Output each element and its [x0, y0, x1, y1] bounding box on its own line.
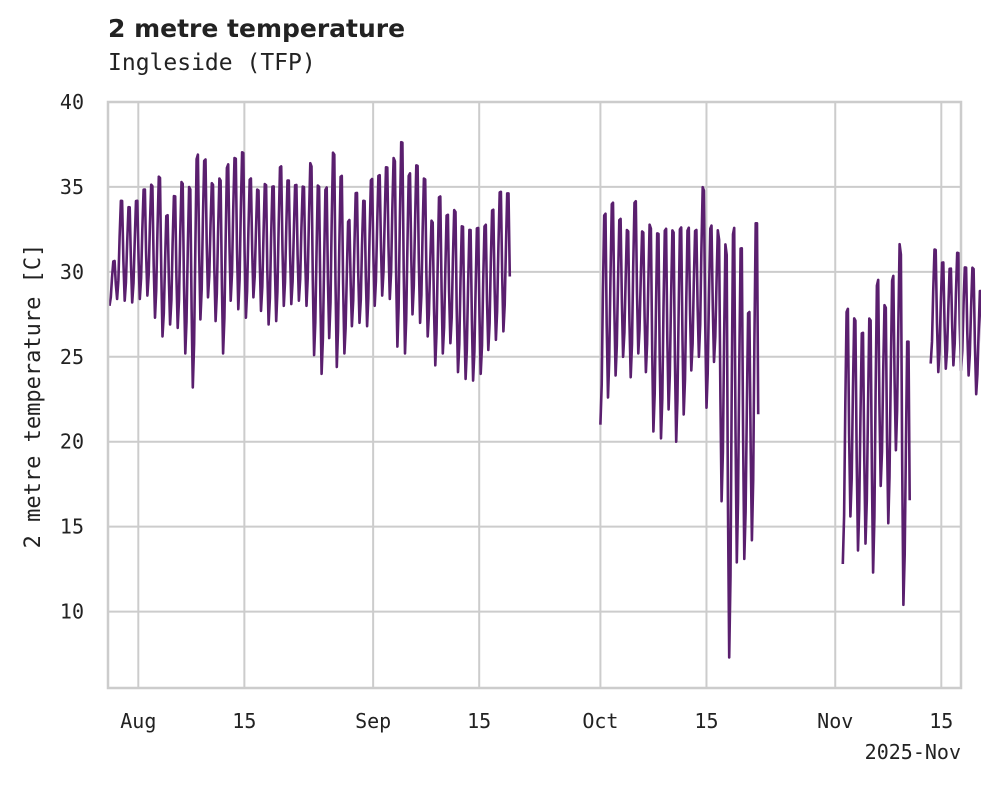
- y-axis-label: 2 metre temperature [C]: [21, 244, 46, 549]
- x-tick-label: 15: [467, 709, 491, 733]
- temperature-line-segment: [599, 185, 760, 659]
- x-tick-label: 15: [929, 709, 953, 733]
- x-tick-label: 15: [232, 709, 256, 733]
- chart-title: 2 metre temperature: [108, 14, 406, 43]
- temperature-line-segment: [108, 140, 512, 389]
- y-tick-label: 25: [60, 345, 84, 369]
- x-tick-label: Oct: [582, 709, 618, 733]
- y-tick-label: 35: [60, 175, 84, 199]
- x-tick-label: 15: [694, 709, 718, 733]
- y-tick-label: 40: [60, 90, 84, 114]
- axis-ticks: 10 15 20 25 30 35 40 Aug 15 Sep 15 Oct 15 Nov 15: [60, 90, 953, 733]
- x-tick-label: Aug: [120, 709, 156, 733]
- y-tick-label: 15: [60, 515, 84, 539]
- y-tick-label: 10: [60, 600, 84, 624]
- chart-subtitle: Ingleside (TFP): [108, 50, 316, 76]
- x-offset-label: 2025-Nov: [865, 740, 961, 764]
- temperature-line-segment: [929, 248, 981, 396]
- temperature-line-segment: [841, 242, 911, 607]
- x-tick-label: Sep: [355, 709, 391, 733]
- y-tick-label: 20: [60, 430, 84, 454]
- y-tick-label: 30: [60, 260, 84, 284]
- x-tick-label: Nov: [817, 709, 853, 733]
- temperature-line-series: [108, 140, 981, 659]
- plot-frame: [106, 100, 963, 690]
